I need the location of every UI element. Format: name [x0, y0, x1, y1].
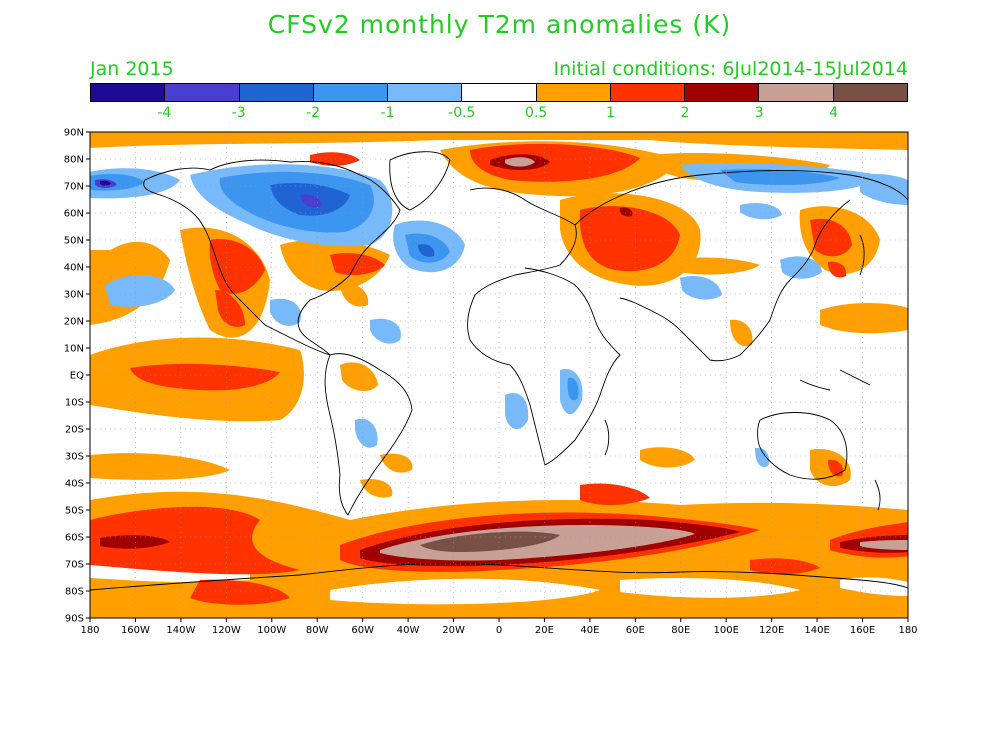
lat-label: 60N: [64, 209, 84, 220]
colorbar-segment: [239, 84, 314, 101]
anomaly-fields: [90, 132, 908, 618]
lon-label: 180: [898, 625, 917, 636]
lat-label: 50N: [64, 236, 84, 247]
colorbar-segment: [610, 84, 686, 101]
chart-title: CFSv2 monthly T2m anomalies (K): [267, 10, 732, 39]
colorbar-tick-label: 2: [680, 105, 690, 121]
lat-label: 30S: [65, 452, 84, 463]
lat-label: 10S: [65, 398, 84, 409]
lat-label: 80N: [64, 155, 84, 166]
colorbar-tick-label: 0.5: [525, 105, 548, 121]
colorbar-segment: [759, 84, 834, 101]
lat-label: 70S: [65, 560, 84, 571]
lat-label: 60S: [65, 533, 84, 544]
lon-label: 20E: [535, 625, 554, 636]
lat-label: 10N: [64, 344, 84, 355]
colorbar-segment: [833, 84, 907, 101]
lon-label: 160W: [121, 625, 150, 636]
colorbar-segment: [536, 84, 611, 101]
lat-label: 40N: [64, 263, 84, 274]
lon-label: 100E: [714, 625, 739, 636]
lon-label: 80E: [671, 625, 690, 636]
colorbar-tick-label: 4: [829, 105, 839, 121]
lat-label: 80S: [65, 587, 84, 598]
lat-label: 20S: [65, 425, 84, 436]
lon-label: 120W: [212, 625, 241, 636]
lat-label: 90S: [65, 614, 84, 625]
initial-conditions: Initial conditions: 6Jul2014-15Jul2014: [553, 58, 908, 80]
lat-lon-grid: [90, 132, 908, 618]
lon-label: 140E: [804, 625, 829, 636]
lat-label: EQ: [70, 371, 84, 382]
forecast-month: Jan 2015: [90, 58, 174, 80]
lon-label: 40W: [397, 625, 420, 636]
colorbar-legend: [90, 83, 908, 102]
colorbar-tick-label: -2: [306, 105, 321, 121]
lon-label: 160E: [850, 625, 875, 636]
lat-label: 50S: [65, 506, 84, 517]
longitude-labels: 180 160W 140W 120W 100W 80W 60W 40W 20W 0 20E 40E 60…: [80, 618, 918, 636]
colorbar-segment: [165, 84, 240, 101]
lon-label: 140W: [166, 625, 195, 636]
lon-label: 100W: [257, 625, 286, 636]
lon-label: 40E: [580, 625, 599, 636]
lon-label: 60W: [351, 625, 374, 636]
lon-label: 180: [80, 625, 99, 636]
lat-label: 70N: [64, 182, 84, 193]
colorbar-tick-label: -1: [380, 105, 395, 121]
colorbar-segment: [685, 84, 760, 101]
colorbar-segment: [313, 84, 389, 101]
colorbar-tick-label: -0.5: [448, 105, 476, 121]
colorbar-tick-label: -4: [157, 105, 172, 121]
colorbar-segment: [388, 84, 463, 101]
colorbar-tick-label: 1: [606, 105, 615, 121]
lat-label: 90N: [64, 128, 84, 139]
colorbar-segment: [462, 84, 537, 101]
colorbar-tick-label: 3: [754, 105, 764, 121]
colorbar-tick-label: -3: [231, 105, 246, 121]
lon-label: 0: [496, 625, 502, 636]
lon-label: 20W: [442, 625, 465, 636]
lon-label: 120E: [759, 625, 784, 636]
lat-label: 20N: [64, 317, 84, 328]
lat-label: 40S: [65, 479, 84, 490]
latitude-labels: 90N 80N 70N 60N 50N 40N 30N 20N 10N EQ 10S 20S 30S 40…: [64, 128, 90, 625]
colorbar-segment: [91, 84, 166, 101]
lon-label: 60E: [626, 625, 645, 636]
coastlines: [90, 151, 908, 591]
lat-label: 30N: [64, 290, 84, 301]
lon-label: 80W: [306, 625, 329, 636]
